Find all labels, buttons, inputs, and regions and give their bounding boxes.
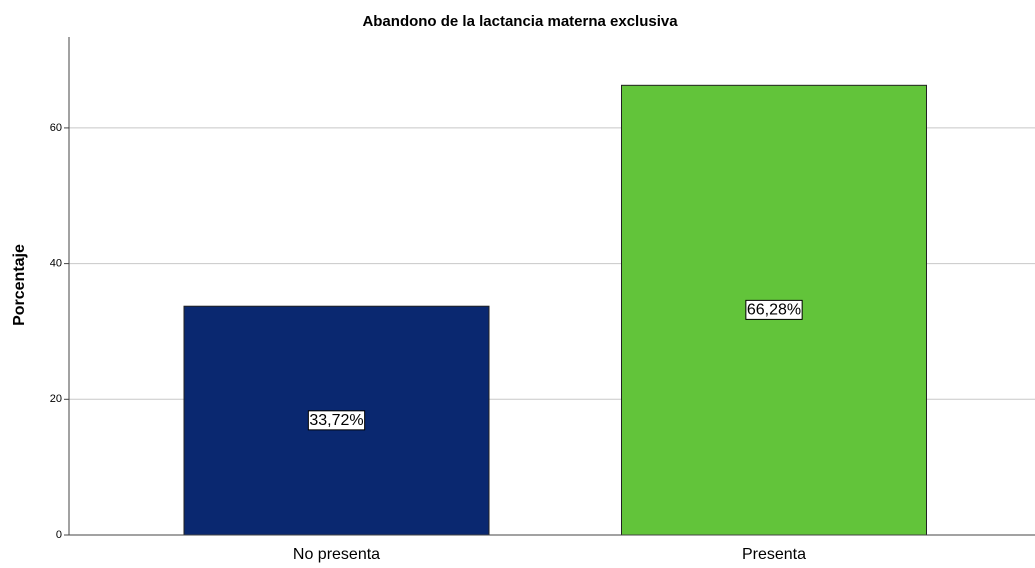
data-label-box (745, 299, 803, 320)
x-tick-label: No presenta (293, 546, 380, 563)
bars (183, 84, 927, 536)
data-label: 33,72% (309, 412, 363, 429)
labels: 0 20 40 60 No presenta 33,72% Presenta 66,28% (50, 122, 806, 563)
x-tick-label: Presenta (742, 546, 806, 563)
data-label-box (307, 410, 366, 431)
data-label: 66,28% (747, 301, 801, 318)
y-tick-label: 20 (50, 393, 62, 405)
y-axis-label: Porcentaje (11, 244, 28, 326)
y-tick-label: 40 (50, 258, 62, 270)
y-tick-label: 60 (50, 122, 62, 134)
y-tick-label: 0 (56, 529, 62, 541)
chart-title: Abandono de la lactancia materna exclusi… (362, 13, 678, 30)
